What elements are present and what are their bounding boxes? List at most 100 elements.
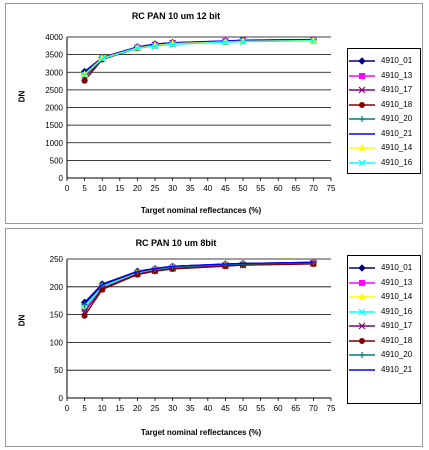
series-line <box>84 39 314 75</box>
legend-item: 4910_18 <box>348 99 418 111</box>
x-tick-label: 70 <box>309 184 318 193</box>
chart-title: RC PAN 10 um 12 bit <box>131 11 221 21</box>
y-tick-label: 1500 <box>45 121 63 130</box>
legend-swatch <box>349 322 375 330</box>
y-tick-label: 50 <box>54 366 63 375</box>
legend-label: 4910_13 <box>381 70 413 80</box>
x-axis-label: Target nominal reflectances (%) <box>140 428 262 437</box>
legend-marker <box>359 352 365 358</box>
data-point <box>133 44 141 52</box>
series-line <box>84 39 314 77</box>
legend-label: 4910_14 <box>381 292 413 301</box>
y-tick-label: 0 <box>59 394 64 403</box>
legend-marker <box>358 144 366 151</box>
legend-label: 4910_20 <box>381 114 413 123</box>
x-tick-label: 50 <box>239 184 248 193</box>
series-4910_16 <box>81 37 317 79</box>
legend-label: 4910_17 <box>381 321 413 330</box>
legend-label: 4910_01 <box>381 56 413 65</box>
x-tick-label: 0 <box>65 404 70 413</box>
y-tick-label: 3000 <box>45 68 63 77</box>
series-line <box>84 39 314 82</box>
legend-swatch <box>349 116 375 122</box>
legend-swatch <box>349 144 375 151</box>
legend-swatch <box>349 293 375 300</box>
legend-swatch <box>349 132 375 135</box>
data-point <box>81 312 88 319</box>
legend-item: 4910_16 <box>348 306 418 318</box>
series-4910_17 <box>81 260 317 316</box>
y-axis-label: DN <box>17 90 27 103</box>
x-axis-label: Target nominal reflectances (%) <box>140 206 262 215</box>
legend-swatch <box>349 352 375 358</box>
legend-item: 4910_20 <box>348 113 418 125</box>
series-line <box>84 262 314 306</box>
legend-swatch <box>349 72 375 79</box>
legend-marker <box>358 308 366 315</box>
data-point <box>221 38 229 46</box>
data-point <box>98 55 106 63</box>
legend-swatch <box>349 279 375 286</box>
x-tick-label: 15 <box>115 184 124 193</box>
legend-item: 4910_21 <box>348 364 418 376</box>
series-4910_21 <box>84 38 314 73</box>
legend-label: 4910_21 <box>381 364 413 374</box>
legend-marker <box>358 264 366 272</box>
x-tick-label: 55 <box>256 404 265 413</box>
y-tick-label: 2500 <box>45 86 63 95</box>
x-tick-label: 20 <box>133 184 142 193</box>
y-tick-label: 2000 <box>45 104 63 113</box>
x-tick-label: 30 <box>168 404 177 413</box>
y-tick-label: 1000 <box>45 139 63 148</box>
x-tick-label: 20 <box>133 404 142 413</box>
x-tick-label: 35 <box>186 404 195 413</box>
x-tick-label: 65 <box>291 404 300 413</box>
legend-marker <box>359 116 365 122</box>
legend-item: 4910_16 <box>348 157 418 169</box>
x-tick-label: 75 <box>327 404 336 413</box>
series-line <box>84 262 314 307</box>
series-line <box>84 262 314 309</box>
chart-legend: 4910_01 4910_13 4910_17 4910_18 4910_20 4910_… <box>347 48 421 174</box>
y-axis-label: DN <box>17 314 27 327</box>
x-tick-label: 25 <box>151 184 160 193</box>
data-point <box>309 37 317 45</box>
x-tick-label: 50 <box>239 404 248 413</box>
x-tick-label: 60 <box>274 184 283 193</box>
series-line <box>84 38 314 73</box>
y-tick-label: 500 <box>50 156 64 165</box>
legend-item: 4910_13 <box>348 277 418 289</box>
chart-legend: 4910_01 4910_13 4910_14 4910_16 4910_17 4910_… <box>347 255 421 404</box>
series-line <box>84 38 314 73</box>
legend-swatch <box>349 264 375 272</box>
y-tick-label: 150 <box>50 311 64 320</box>
legend-item: 4910_20 <box>348 349 418 361</box>
chart-plot-8bit: 0 50 100 150 200 250 0 5 10 15 20 25 30 35 40 45 50 55 60 6… <box>50 255 336 413</box>
x-tick-label: 5 <box>82 404 87 413</box>
legend-item: 4910_01 <box>348 262 418 274</box>
series-line <box>84 261 314 304</box>
series-line <box>84 39 314 75</box>
y-tick-label: 4000 <box>45 33 63 42</box>
legend-item: 4910_17 <box>348 84 418 96</box>
x-tick-label: 75 <box>327 184 336 193</box>
series-line <box>84 40 314 76</box>
legend-swatch <box>349 101 375 108</box>
legend-swatch <box>349 368 375 371</box>
chart-title: RC PAN 10 um 8bit <box>135 238 217 248</box>
legend-label: 4910_18 <box>381 99 413 109</box>
legend-marker <box>358 159 366 166</box>
legend-marker <box>358 57 366 65</box>
legend-swatch <box>349 86 375 94</box>
y-tick-label: 100 <box>50 338 64 347</box>
legend-marker <box>358 293 366 300</box>
legend-item: 4910_21 <box>348 128 418 140</box>
legend-label: 4910_16 <box>381 157 413 167</box>
series-4910_18 <box>81 261 317 319</box>
x-tick-label: 55 <box>256 184 265 193</box>
legend-item: 4910_17 <box>348 320 418 332</box>
legend-marker <box>358 86 366 94</box>
x-tick-label: 65 <box>291 184 300 193</box>
legend-item: 4910_18 <box>348 335 418 347</box>
x-tick-label: 25 <box>151 404 160 413</box>
